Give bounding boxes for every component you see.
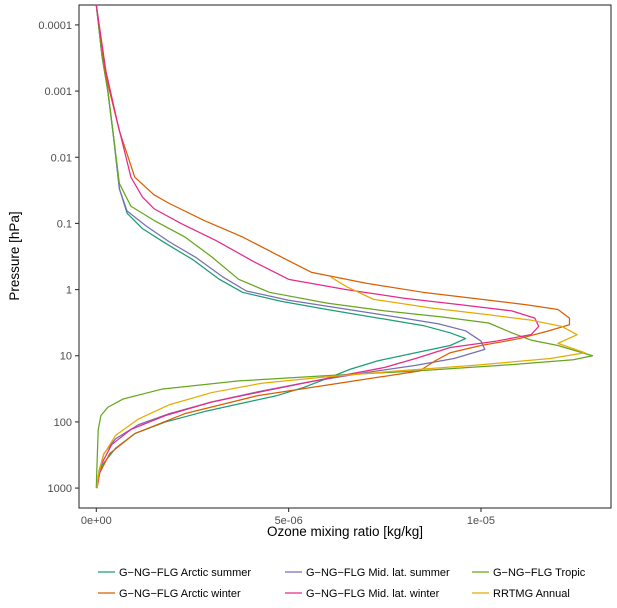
x-tick-label: 0e+00 [81, 515, 112, 527]
y-tick-label: 1000 [48, 483, 72, 495]
series-lines [95, 4, 594, 489]
x-tick-label: 5e-06 [275, 515, 303, 527]
y-tick-label: 100 [54, 417, 72, 429]
series-line-3 [95, 4, 594, 489]
series-line-6 [96, 276, 586, 489]
y-tick-label: 0.1 [57, 218, 72, 230]
series-line-5 [95, 4, 540, 489]
y-tick-label: 0.01 [51, 152, 72, 164]
legend-label: G−NG−FLG Arctic summer [119, 567, 251, 579]
legend-label: G−NG−FLG Mid. lat. summer [306, 567, 450, 579]
legend-label: RRTMG Annual [493, 588, 570, 600]
legend-label: G−NG−FLG Mid. lat. winter [306, 588, 440, 600]
legend-label: G−NG−FLG Tropic [493, 567, 586, 579]
legend-label: G−NG−FLG Arctic winter [119, 588, 241, 600]
y-tick-label: 0.001 [44, 86, 72, 98]
plot-area-frame [78, 4, 612, 509]
legend: G−NG−FLG Arctic summer G−NG−FLG Mid. lat.… [98, 567, 586, 600]
y-tick-label: 10 [60, 351, 72, 363]
x-axis: 0e+00 5e-06 1e-05 [81, 508, 495, 527]
y-axis-title: Pressure [hPa] [7, 211, 22, 300]
series-line-4 [95, 4, 571, 489]
series-line-1 [95, 4, 467, 489]
x-axis-title: Ozone mixing ratio [kg/kg] [267, 524, 423, 539]
y-axis: 0.0001 0.001 0.01 0.1 1 10 100 1000 [38, 20, 79, 495]
y-tick-label: 1 [66, 285, 72, 297]
x-tick-label: 1e-05 [467, 515, 495, 527]
y-tick-label: 0.0001 [38, 20, 72, 32]
